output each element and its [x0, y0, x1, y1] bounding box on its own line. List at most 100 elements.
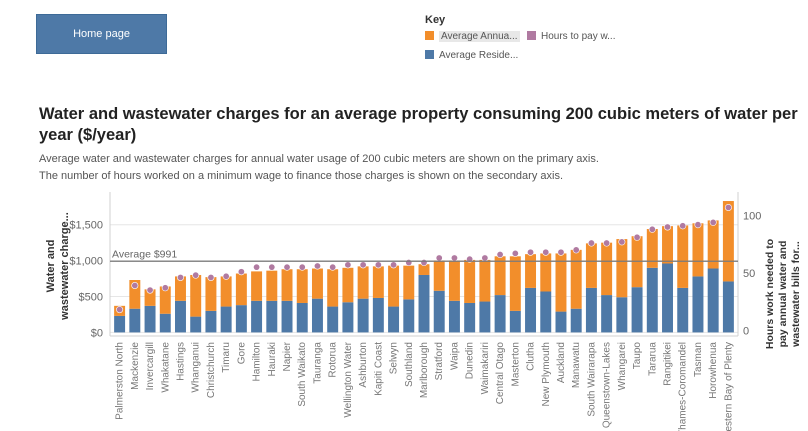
bar-lower [311, 298, 323, 333]
hours-point [694, 221, 702, 229]
bar-lower [327, 306, 339, 333]
bar-upper [433, 260, 445, 291]
bar-lower [281, 300, 293, 333]
bar-upper [448, 260, 460, 301]
x-tick-label: Gore [236, 342, 247, 365]
x-tick-label: Masterton [510, 342, 521, 386]
bar-lower [372, 297, 384, 333]
hours-point [116, 306, 124, 314]
legend-entry-average-residential[interactable]: Average Reside... [425, 50, 518, 61]
y-left-axis-title: wastewater charge... [59, 212, 71, 321]
bar-upper [342, 267, 354, 303]
bar-upper [266, 270, 278, 301]
hours-point [192, 271, 200, 279]
x-tick-label: Waimakariri [480, 342, 491, 394]
bar-upper [677, 225, 689, 288]
bar-upper [525, 254, 537, 288]
x-tick-label: Whakatane [160, 342, 171, 393]
reference-line-label: Average $991 [112, 248, 177, 260]
bar-lower [509, 310, 521, 333]
bar-lower [190, 316, 202, 333]
x-tick-label: South Waikato [297, 342, 308, 407]
hours-point [146, 286, 154, 294]
hours-point [679, 222, 687, 230]
bar-upper [388, 265, 400, 307]
x-tick-label: Hamilton [252, 342, 263, 381]
chart-title: Water and wastewater charges for an aver… [39, 105, 798, 144]
bar-lower [646, 267, 658, 333]
x-tick-label: Southland [404, 342, 415, 387]
legend-label-average-residential: Average Reside... [439, 50, 519, 61]
x-tick-label: Invercargill [145, 342, 156, 390]
hours-point [435, 254, 443, 262]
bar-lower [692, 276, 704, 333]
legend-entry-hours[interactable]: Hours to pay w... [527, 31, 615, 42]
x-tick-label: Wellington Water [343, 341, 354, 417]
x-tick-label: Stratford [434, 342, 445, 380]
bar-upper [159, 286, 171, 314]
bar-lower [555, 311, 567, 333]
bar-upper [175, 276, 186, 301]
bar-upper [418, 264, 430, 275]
x-tick-label: Tararua [647, 342, 658, 376]
hours-point [207, 273, 215, 281]
bar-lower [433, 290, 445, 333]
bar-lower [114, 315, 126, 333]
x-tick-label: South Wairarapa [586, 342, 597, 417]
hours-point [618, 238, 626, 246]
x-tick-label: Taupo [632, 342, 643, 370]
bar-lower [388, 306, 400, 333]
x-tick-label: Palmerston North [115, 342, 126, 420]
x-tick-label: Rotorua [328, 342, 339, 378]
hours-point [374, 261, 382, 269]
legend-label-average-annual: Average Annua... [439, 31, 520, 42]
x-tick-label: Whanganui [191, 342, 202, 393]
hours-point [587, 239, 595, 247]
bar-upper [494, 256, 506, 296]
x-tick-label: Auckland [556, 342, 567, 383]
bar-lower [494, 295, 506, 333]
x-tick-label: Christchurch [206, 342, 217, 398]
bar-lower [677, 287, 689, 333]
bar-lower [403, 299, 415, 333]
bar-upper [251, 271, 263, 301]
bar-upper [205, 277, 217, 311]
x-tick-label: Central Otago [495, 342, 506, 405]
hours-point [359, 261, 367, 269]
bar-upper [646, 229, 658, 268]
x-tick-label: Tasman [693, 342, 704, 377]
hours-point [648, 225, 656, 233]
bar-lower [357, 298, 369, 333]
legend-label-hours: Hours to pay w... [541, 31, 616, 42]
hours-point [724, 203, 732, 211]
bar-lower [205, 310, 217, 333]
y-right-axis-title: wastewater bills for... [790, 241, 802, 348]
legend-entry-average-annual[interactable]: Average Annua... [425, 31, 520, 42]
bar-lower [129, 308, 141, 333]
hours-point [176, 273, 184, 281]
x-tick-label: Hauraki [267, 342, 278, 376]
x-tick-label: Marlborough [419, 342, 430, 398]
y-left-tick-label: $1,000 [69, 256, 103, 268]
bar-upper [190, 274, 202, 317]
x-tick-label: Napier [282, 341, 293, 371]
x-tick-label: Waipa [449, 342, 460, 370]
bar-lower [418, 274, 430, 333]
home-page-button[interactable]: Home page [36, 14, 167, 54]
bar-upper [616, 239, 628, 298]
x-tick-label: Horowhenua [708, 342, 719, 399]
x-tick-label: Western Bay of Plenty [723, 342, 734, 431]
bar-lower [266, 300, 278, 333]
y-left-tick-label: $500 [79, 292, 103, 304]
bar-lower [296, 302, 308, 333]
bar-upper [570, 249, 582, 309]
bar-upper [464, 259, 476, 303]
bar-upper [707, 220, 719, 269]
x-tick-label: Rangitikei [663, 342, 674, 386]
bar-lower [175, 300, 186, 333]
x-tick-label: Manawatu [571, 342, 582, 388]
hours-point [633, 233, 641, 241]
bar-lower [722, 281, 734, 333]
legend-swatch-purple [527, 31, 536, 40]
